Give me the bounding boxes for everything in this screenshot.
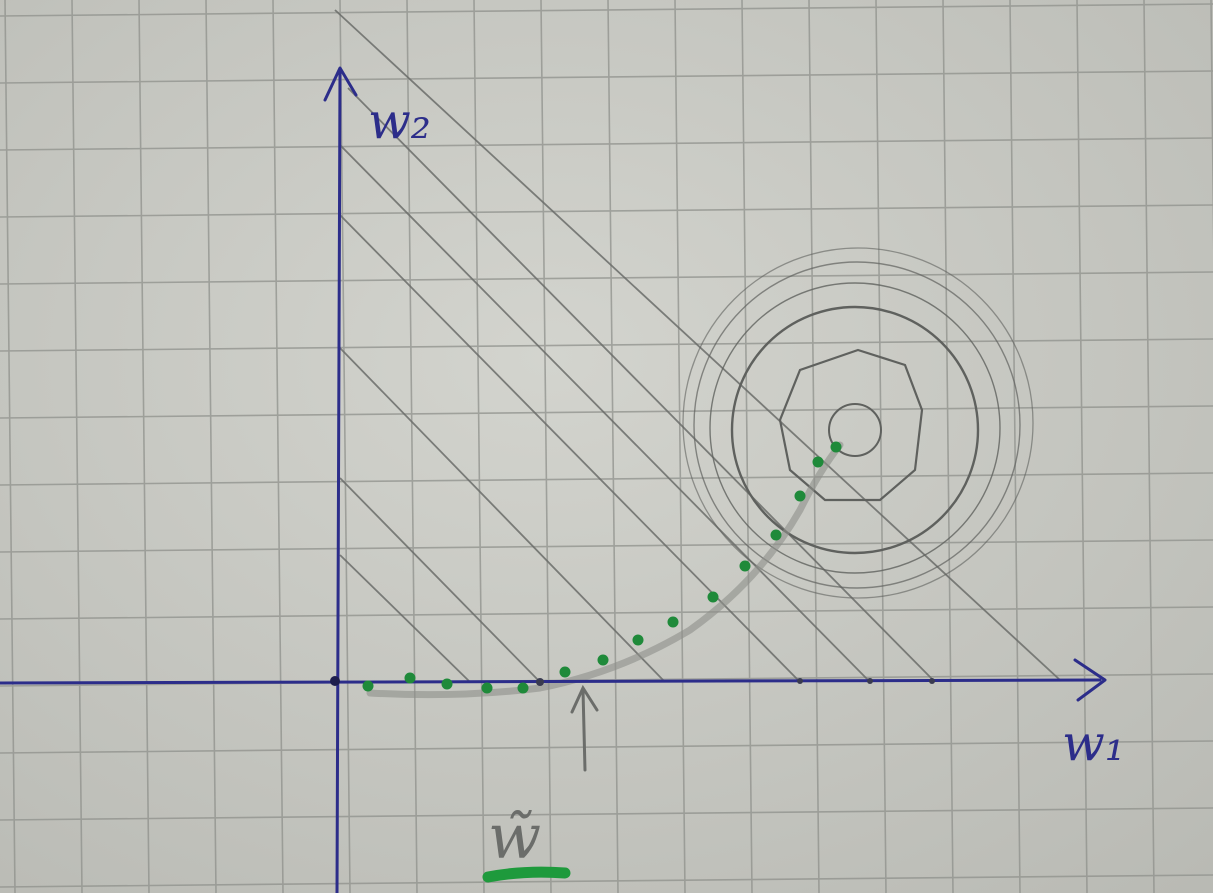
y-axis (335, 70, 342, 893)
path-dot (559, 666, 571, 678)
grid-line-vertical (205, 0, 217, 893)
x-axis-ticks (536, 678, 935, 686)
label-highlight (482, 866, 571, 883)
contour-ring-5 (693, 261, 1021, 589)
grid-line-vertical (4, 0, 16, 893)
constraint-line-3 (339, 347, 666, 683)
grid-line-vertical (540, 0, 552, 893)
axes (0, 66, 1107, 893)
grid-line-vertical (607, 0, 619, 893)
x-tick (797, 678, 803, 684)
constraint-line-7 (334, 9, 1061, 681)
grid-line-horizontal (0, 70, 1213, 84)
pointer-arrow-head (570, 684, 599, 714)
grid-line-vertical (339, 0, 351, 893)
constraint-line-1 (339, 554, 471, 683)
constraint-line-5 (339, 144, 871, 683)
loss-contours (682, 247, 1034, 599)
pointer-arrow (570, 684, 599, 772)
path-dot (404, 672, 416, 684)
grid-line-horizontal (0, 204, 1213, 218)
contour-ring-1 (828, 403, 882, 457)
path-dot (517, 682, 529, 694)
x-axis-arrow (1073, 658, 1107, 702)
x-axis-label: w₁ (1062, 714, 1125, 772)
grid-line-vertical (473, 0, 485, 893)
contour-ring-4 (709, 282, 1001, 574)
y-axis-arrow (323, 66, 358, 102)
contour-ring-3 (730, 305, 980, 555)
path-dot (739, 560, 751, 572)
pencil-path (366, 441, 844, 699)
origin-point (330, 676, 340, 686)
path-dot (632, 634, 644, 646)
grid-line-vertical (674, 0, 686, 893)
grid-line-horizontal (0, 472, 1213, 486)
grid-line-horizontal (0, 807, 1213, 821)
grid-line-horizontal (0, 338, 1213, 352)
path-dot (667, 616, 679, 628)
grid-line-horizontal (0, 606, 1213, 620)
contour-ring-2 (778, 348, 924, 502)
contour-ring-6 (682, 247, 1034, 599)
path-dot (441, 678, 453, 690)
path-dot (362, 680, 374, 692)
w-tilde-label: w̃ (488, 800, 541, 873)
x-tick (929, 678, 935, 684)
x-tick (867, 678, 873, 684)
path-dot (794, 490, 806, 502)
regularization-path-dots (362, 441, 842, 694)
path-dot (812, 456, 824, 468)
grid-line-vertical (1009, 0, 1021, 893)
grid-line-horizontal (0, 539, 1213, 553)
constraint-line-2 (339, 477, 541, 683)
path-dot (597, 654, 609, 666)
path-dot (481, 682, 493, 694)
x-axis (0, 678, 1102, 685)
path-dot (770, 529, 782, 541)
grid-line-horizontal (0, 405, 1213, 419)
grid-line-vertical (741, 0, 753, 893)
path-dot (707, 591, 719, 603)
grid-line-vertical (1076, 0, 1088, 893)
grid-line-horizontal (0, 137, 1213, 151)
y-axis-label: w₂ (368, 92, 431, 150)
grid-line-vertical (1143, 0, 1155, 893)
x-tick (536, 678, 544, 686)
grid-line-horizontal (0, 874, 1213, 888)
constraint-line-6 (347, 87, 936, 683)
path-dot (830, 441, 842, 453)
pointer-arrow-shaft (581, 688, 587, 772)
grid-line-horizontal (0, 271, 1213, 285)
grid-line-horizontal (0, 3, 1213, 17)
grid-line-vertical (272, 0, 284, 893)
grid-line-horizontal (0, 740, 1213, 754)
